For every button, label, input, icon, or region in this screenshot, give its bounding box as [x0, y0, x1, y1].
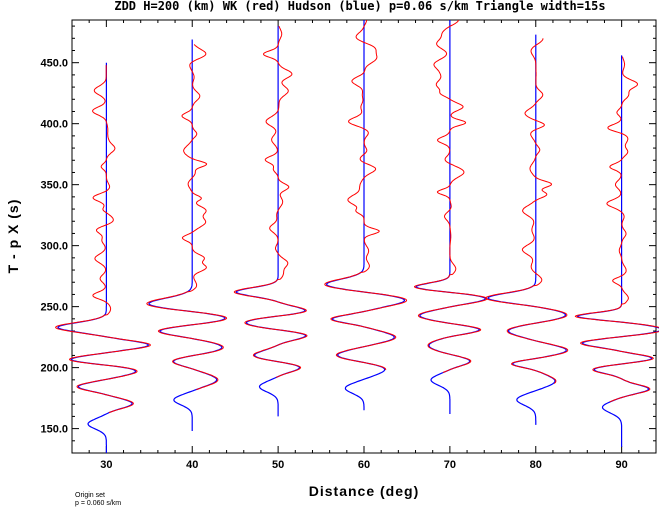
y-tick-label: 350.0 [40, 180, 68, 192]
x-tick-label: 90 [616, 459, 628, 471]
trace-blue-hudson [326, 20, 406, 411]
x-tick-label: 70 [444, 459, 456, 471]
y-tick-label: 150.0 [40, 424, 68, 436]
trace-red-wk [574, 56, 659, 403]
footer-note-slowness: p = 0.060 s/km [75, 500, 121, 507]
chart-title: ZDD H=200 (km) WK (red) Hudson (blue) p=… [114, 0, 605, 13]
y-tick-label: 200.0 [40, 363, 68, 375]
axis-ticks: 30 40 50 60 70 80 90 150.0 200.0 250.0 300.0 350.0 4… [40, 20, 657, 471]
y-tick-label: 300.0 [40, 241, 68, 253]
x-tick-label: 60 [358, 459, 370, 471]
y-tick-label: 450.0 [40, 58, 68, 70]
trace-red-wk [413, 19, 488, 373]
y-axis-label: T - p X (s) [5, 199, 21, 274]
x-tick-label: 80 [530, 459, 542, 471]
x-tick-label: 30 [100, 459, 112, 471]
trace-red-wk [146, 44, 228, 391]
trace-red-wk [54, 65, 152, 414]
trace-red-wk [324, 20, 408, 371]
trace-blue-hudson [57, 62, 150, 453]
trace-red-wk [233, 25, 308, 378]
y-tick-label: 250.0 [40, 302, 68, 314]
trace-blue-hudson [487, 34, 567, 425]
trace-group [54, 19, 659, 453]
footer-note-origin: Origin set [75, 492, 105, 499]
y-tick-label: 400.0 [40, 119, 68, 131]
trace-blue-hudson [576, 55, 659, 447]
x-tick-label: 40 [186, 459, 198, 471]
trace-blue-hudson [235, 26, 307, 417]
trace-red-wk [485, 38, 569, 384]
x-tick-label: 50 [272, 459, 284, 471]
x-axis-label: Distance (deg) [309, 483, 419, 499]
